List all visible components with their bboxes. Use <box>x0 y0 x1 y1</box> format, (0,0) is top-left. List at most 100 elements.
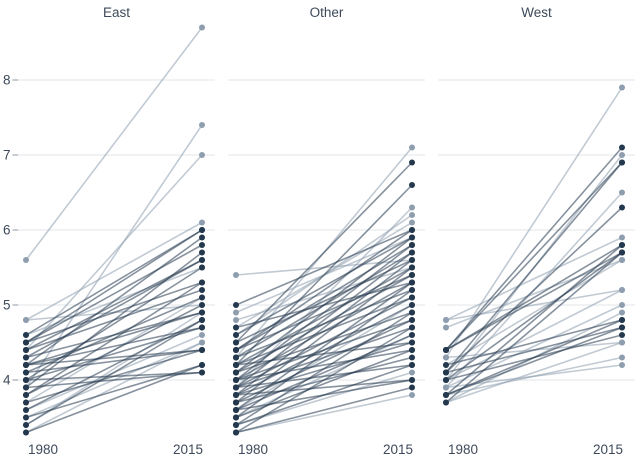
dot-1980 <box>233 414 239 421</box>
dot-1980 <box>233 324 239 331</box>
slope-line <box>445 244 623 351</box>
dot-2015 <box>619 354 625 361</box>
slope-line <box>25 326 203 381</box>
slope-line <box>25 364 203 434</box>
slope-line <box>445 341 623 404</box>
dot-1980 <box>443 399 449 406</box>
slope-line <box>25 281 203 344</box>
dot-1980 <box>443 392 449 398</box>
dot-2015 <box>199 227 205 233</box>
dot-2015 <box>619 242 625 248</box>
dot-2015 <box>199 234 205 241</box>
dot-2015 <box>199 219 205 226</box>
dot-2015 <box>409 159 415 166</box>
slope-line <box>25 229 203 336</box>
dot-1980 <box>23 347 29 353</box>
dot-2015 <box>409 287 415 293</box>
slope-line <box>445 236 623 321</box>
slope-line <box>25 371 203 389</box>
dot-1980 <box>443 384 449 391</box>
dot-2015 <box>619 362 625 368</box>
dot-1980 <box>233 272 239 278</box>
slope-line <box>25 349 203 366</box>
dot-1980 <box>23 354 29 361</box>
slope-line <box>235 259 413 344</box>
dot-2015 <box>199 324 205 331</box>
slope-line <box>445 251 623 404</box>
slope-line <box>445 251 623 381</box>
dot-2015 <box>619 234 625 241</box>
slope-line <box>235 296 413 366</box>
y-tick-label: 7 <box>3 148 11 163</box>
slope-lines <box>25 26 203 434</box>
slope-line <box>445 326 623 396</box>
dot-2015 <box>409 279 415 286</box>
dot-2015 <box>409 392 415 398</box>
slope-line <box>445 86 623 359</box>
dot-2015 <box>619 249 625 256</box>
x-label-2015: 2015 <box>383 442 413 457</box>
dot-2015 <box>199 332 205 338</box>
slope-line <box>235 379 413 411</box>
dot-2015 <box>409 264 415 271</box>
dots <box>233 144 415 436</box>
dot-1980 <box>233 339 239 346</box>
slope-line <box>25 311 203 366</box>
slope-line <box>235 364 413 389</box>
slope-line <box>235 184 413 366</box>
slope-line <box>25 244 203 344</box>
dot-1980 <box>23 384 29 391</box>
dot-2015 <box>619 324 625 331</box>
slope-line <box>235 341 413 366</box>
slope-line <box>25 236 203 366</box>
dot-1980 <box>23 362 29 368</box>
dot-2015 <box>199 317 205 323</box>
slope-lines <box>235 146 413 434</box>
dot-2015 <box>199 242 205 248</box>
slope-line <box>445 326 623 374</box>
slope-line <box>25 326 203 366</box>
slope-line <box>235 236 413 336</box>
facet-east: East 1980 2015 <box>18 5 215 457</box>
slope-line <box>25 229 203 344</box>
dot-2015 <box>409 219 415 226</box>
slope-line <box>445 244 623 396</box>
dot-1980 <box>23 392 29 398</box>
slope-line <box>445 334 623 381</box>
dot-2015 <box>619 302 625 308</box>
slope-line <box>235 356 413 404</box>
x-label-1980: 1980 <box>448 442 478 457</box>
dot-1980 <box>23 422 29 428</box>
dot-1980 <box>23 399 29 406</box>
dot-2015 <box>409 369 415 376</box>
dot-2015 <box>409 234 415 241</box>
dot-2015 <box>409 257 415 263</box>
dot-1980 <box>443 317 449 323</box>
dot-2015 <box>199 122 205 128</box>
dot-1980 <box>23 257 29 263</box>
dot-1980 <box>233 377 239 383</box>
slope-line <box>445 289 623 321</box>
dots <box>443 84 625 406</box>
x-label-1980: 1980 <box>238 442 268 457</box>
slope-line <box>25 319 203 426</box>
facet-title: East <box>103 5 130 20</box>
dot-2015 <box>409 309 415 316</box>
slope-line <box>445 356 623 396</box>
slope-line <box>25 311 203 359</box>
slope-line <box>235 386 413 434</box>
slope-line <box>445 161 623 351</box>
slope-line <box>25 319 203 411</box>
slope-line <box>235 319 413 404</box>
dot-1980 <box>23 339 29 346</box>
dot-1980 <box>443 347 449 353</box>
dot-1980 <box>233 362 239 368</box>
dot-2015 <box>409 377 415 383</box>
dot-2015 <box>409 242 415 248</box>
slope-lines <box>445 86 623 404</box>
dot-2015 <box>199 369 205 376</box>
dot-2015 <box>619 189 625 196</box>
facet-other: Other 1980 2015 <box>228 5 425 457</box>
dot-2015 <box>619 152 625 158</box>
